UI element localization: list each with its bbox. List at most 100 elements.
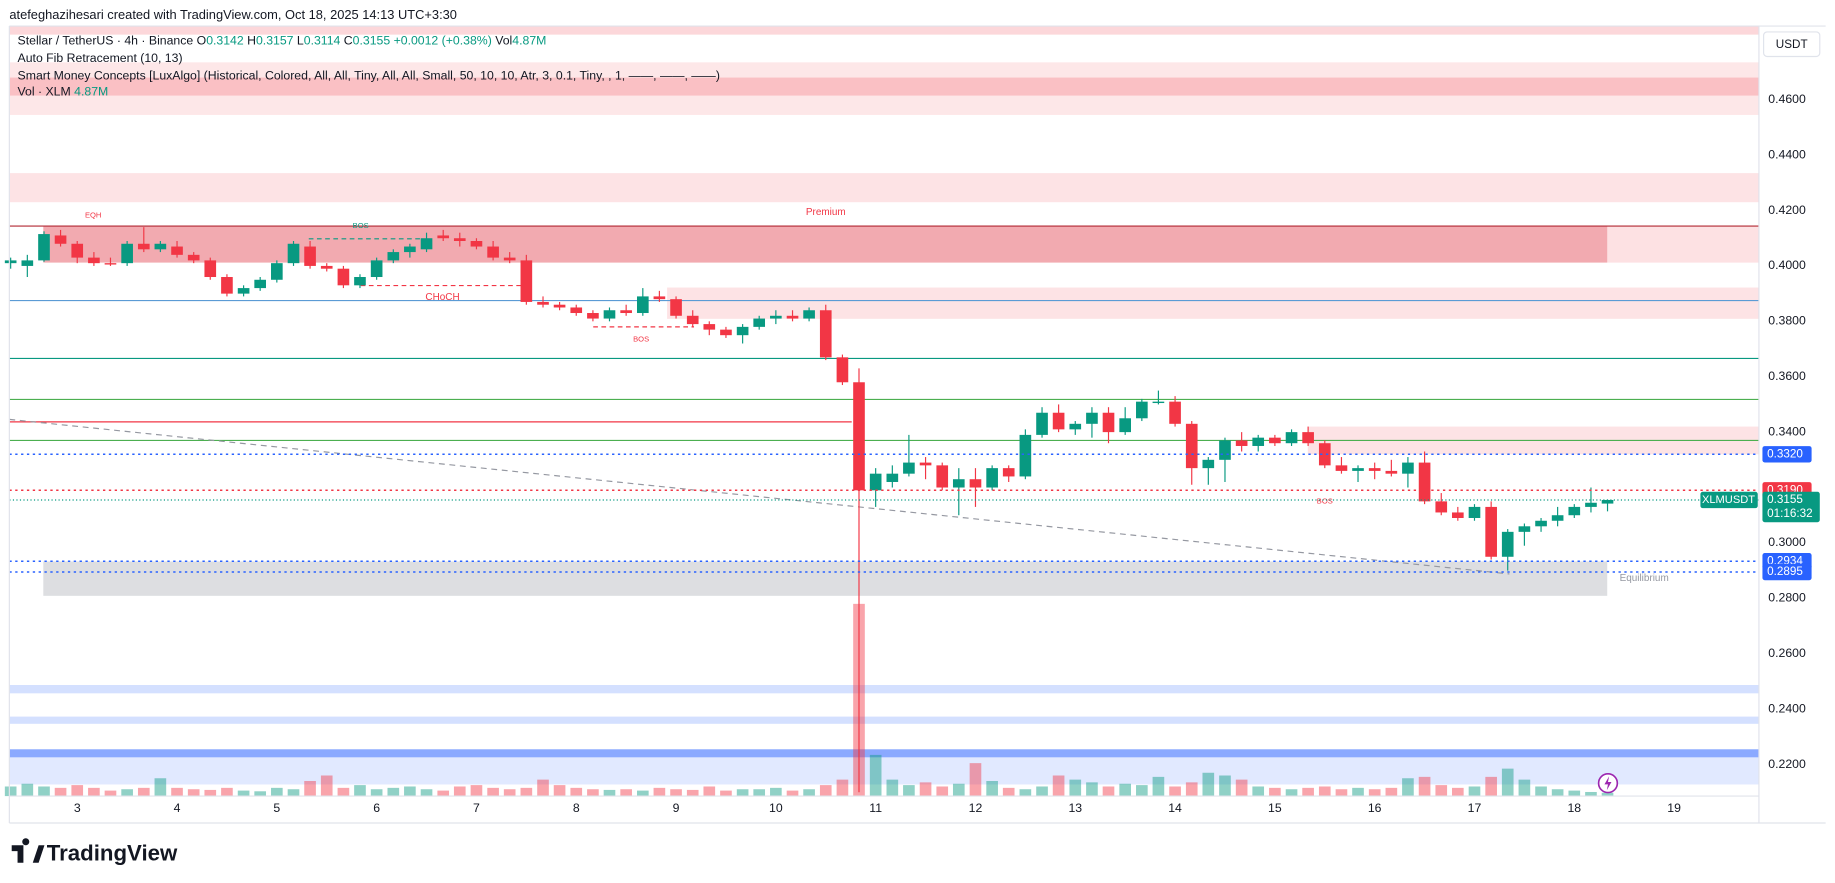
volume-bar (387, 787, 400, 797)
annotation: BOS (1317, 496, 1333, 505)
currency-button[interactable] (1763, 31, 1821, 58)
volume-bar (1136, 785, 1148, 797)
candle-body (786, 315, 799, 319)
candle-body (1485, 506, 1497, 557)
volume-bar (1435, 785, 1448, 797)
volume-bar (1352, 787, 1364, 797)
candle-body (753, 318, 766, 327)
value: 4.87M (512, 34, 546, 48)
alert-icon[interactable] (1597, 773, 1619, 794)
volume-bar (537, 779, 549, 797)
volume-bar (1551, 789, 1564, 797)
zone (9, 749, 1759, 758)
zone (9, 26, 1759, 35)
candle-body (470, 240, 483, 247)
volume-bar (1269, 787, 1281, 797)
label: H (247, 34, 256, 48)
zone (9, 685, 1759, 694)
volume-bar (1252, 786, 1265, 797)
volume-bar (21, 783, 34, 797)
candle-body (54, 235, 67, 244)
candle-body (720, 329, 732, 336)
candle-body (603, 310, 616, 319)
logo-mark (11, 838, 45, 863)
candle-body (1568, 506, 1581, 516)
value: 0.3114 (304, 34, 341, 48)
volume-bar (104, 790, 117, 797)
candle-body (154, 243, 167, 250)
volume-bar (603, 789, 616, 797)
value: 0.3157 (256, 34, 294, 48)
candle-body (121, 243, 133, 264)
volume-bar (720, 790, 732, 797)
volume-bar (1568, 790, 1581, 797)
volume-bar (1119, 783, 1131, 797)
price-tag-label: 0.2895 (1767, 565, 1803, 578)
volume-bar (986, 780, 998, 797)
candle-body (1452, 512, 1464, 518)
ticker: XLMUSDT (1702, 494, 1755, 506)
volume-bar (437, 790, 450, 797)
y-tick-label: 0.4200 (1768, 203, 1806, 217)
candle-body (171, 246, 183, 255)
candle-body (986, 468, 998, 488)
candle-body (1052, 412, 1065, 430)
indicator[interactable]: Auto Fib Retracement (10, 13) (18, 51, 183, 65)
volume-bar (1002, 787, 1015, 797)
candle-body (1468, 506, 1481, 518)
x-tick-label: 12 (969, 801, 983, 815)
volume-bar (1185, 782, 1198, 797)
volume-bar (1219, 775, 1231, 797)
candle-body (1036, 412, 1048, 435)
candle-body (1318, 443, 1331, 466)
candle-body (1418, 462, 1431, 502)
candle-body (1285, 432, 1298, 444)
volume-bar (553, 785, 566, 797)
candle-body (1069, 423, 1082, 430)
ticker-tag (1700, 491, 1758, 509)
y-tick-label: 0.2800 (1768, 591, 1806, 605)
value: 0.3155 (353, 34, 391, 48)
legend-main: Stellar / TetherUS · 4h · Binance O0.314… (18, 34, 547, 48)
x-tick-label: 9 (673, 801, 680, 815)
volume-bar (1402, 778, 1414, 797)
indicator[interactable]: Smart Money Concepts [LuxAlgo] (Historic… (18, 69, 720, 83)
x-tick-label: 5 (273, 801, 280, 815)
indicator[interactable]: Vol · XLM 4.87M (18, 85, 109, 99)
volume-bar (121, 789, 133, 797)
candle-body (903, 462, 915, 474)
volume-bar (736, 789, 749, 797)
candle-body (1235, 440, 1248, 446)
candle-body (71, 243, 84, 258)
price-tag (1762, 446, 1812, 463)
volume-bar (1318, 786, 1331, 797)
candle-body (1352, 468, 1364, 471)
candle-body (1368, 468, 1381, 471)
volume-bar (1102, 786, 1115, 797)
candle-body (919, 462, 932, 466)
volume-bar (686, 789, 699, 797)
candle-body (1136, 401, 1148, 419)
y-tick-label: 0.4600 (1768, 92, 1806, 106)
volume-bar (204, 789, 217, 797)
volume-bar (404, 786, 416, 797)
volume-bar (354, 785, 366, 797)
volume-bar (1152, 776, 1165, 797)
volume-bar (520, 787, 533, 797)
label: Vol (495, 34, 512, 48)
candle-body (869, 473, 882, 491)
logo: TradingView (11, 838, 178, 865)
candle-body (969, 479, 982, 488)
candle-body (354, 277, 366, 286)
zone (43, 226, 1608, 263)
x-tick-label: 3 (74, 801, 81, 815)
candle-body (487, 246, 499, 258)
volume-bar (337, 787, 350, 797)
value: 4.87M (74, 85, 108, 99)
volume-bar (287, 789, 300, 797)
volume-bar (1601, 792, 1614, 797)
x-tick-label: 14 (1168, 801, 1182, 815)
plot-area: EQH BOS CHoCH BOS Premium BOS Equilibrium (4, 26, 1759, 797)
zone (9, 77, 1759, 96)
